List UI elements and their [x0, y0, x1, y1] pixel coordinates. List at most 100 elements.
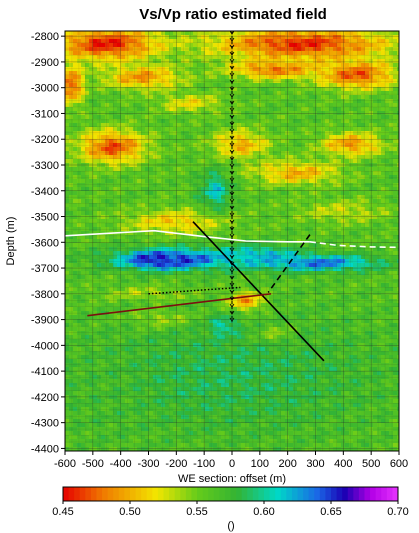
colorbar-cell [118, 487, 125, 501]
well-marker [229, 226, 235, 231]
well-marker [229, 107, 235, 112]
y-tick-label: -3800 [31, 289, 59, 301]
colorbar-label: () [227, 520, 234, 532]
well-marker [229, 156, 235, 161]
x-tick-label: -300 [137, 458, 159, 470]
colorbar-cell [124, 487, 131, 501]
colorbar-cell [264, 487, 270, 501]
colorbar-cell [280, 487, 287, 501]
x-tick-label: -600 [54, 458, 76, 470]
colorbar-cell [213, 487, 220, 501]
well-marker [229, 205, 235, 210]
colorbar-cell [303, 487, 310, 501]
y-tick-label: -4300 [31, 418, 59, 430]
overlay-line-dashed [309, 241, 399, 249]
well-marker [229, 37, 235, 42]
colorbar-cell [152, 487, 159, 501]
overlay-line-solid [87, 293, 272, 317]
well-marker [229, 44, 235, 49]
x-tick-label: 100 [251, 458, 269, 470]
overlay-line-solid [65, 229, 310, 243]
well-marker [229, 65, 235, 70]
colorbar-cell [275, 487, 282, 501]
y-tick-label: -3400 [31, 186, 59, 198]
x-tick-label: 400 [334, 458, 352, 470]
overlay-line-solid [192, 221, 325, 362]
x-tick-label: 0 [229, 458, 235, 470]
colorbar-cell [157, 487, 164, 501]
well-marker [229, 191, 235, 196]
colorbar-cell [347, 487, 354, 501]
well-marker [229, 184, 235, 189]
colorbar-cell [297, 487, 304, 501]
colorbar-cell [113, 487, 120, 501]
x-tick-label: -200 [165, 458, 187, 470]
colorbar [62, 486, 399, 502]
y-tick-label: -2800 [31, 31, 59, 43]
well-marker [229, 72, 235, 77]
colorbar-cell [141, 487, 148, 501]
colorbar-cell [269, 487, 276, 501]
well-marker [229, 289, 235, 294]
well-marker [229, 282, 235, 287]
x-axis-ticks: -600 -500 -400 -300 -200 -100 0 100 200 300 400 500… [54, 451, 408, 470]
colorbar-cell [185, 487, 192, 501]
well-marker [229, 268, 235, 273]
well-marker [229, 198, 235, 203]
x-tick-label: -500 [82, 458, 104, 470]
colorbar-cell [331, 487, 337, 501]
colorbar-cell [79, 487, 86, 501]
colorbar-cell [230, 487, 237, 501]
well-marker [229, 149, 235, 154]
colorbar-tick-label: 0.55 [186, 506, 207, 518]
colorbar-cell [392, 487, 399, 501]
well-marker [229, 86, 235, 91]
well-marker [229, 233, 235, 238]
well-marker [229, 135, 235, 140]
chart-title: Vs/Vp ratio estimated field [139, 6, 327, 23]
x-tick-label: 600 [390, 458, 408, 470]
well-marker [229, 114, 235, 119]
colorbar-tick-label: 0.45 [52, 506, 73, 518]
well-marker [229, 79, 235, 84]
well-marker [229, 317, 235, 322]
colorbar-cell [236, 487, 243, 501]
colorbar-cell [241, 487, 248, 501]
x-tick-label: 300 [306, 458, 324, 470]
colorbar-cell [375, 487, 382, 501]
well-marker [229, 310, 235, 315]
colorbar-cell [107, 487, 114, 501]
colorbar-cell [258, 487, 265, 501]
colorbar-cell [381, 487, 388, 501]
colorbar-cell [146, 487, 153, 501]
colorbar-cell [291, 487, 298, 501]
x-tick-label: 200 [278, 458, 296, 470]
colorbar-cell [96, 487, 103, 501]
colorbar-cell [90, 487, 97, 501]
overlay-lines [65, 31, 399, 362]
colorbar-cell [163, 487, 170, 501]
y-tick-label: -3300 [31, 160, 59, 172]
y-tick-label: -4200 [31, 392, 59, 404]
colorbar-cell [370, 487, 377, 501]
well-marker [229, 254, 235, 259]
well-marker [229, 247, 235, 252]
y-tick-label: -3600 [31, 237, 59, 249]
colorbar-cell [224, 487, 231, 501]
y-axis-label: Depth (m) [5, 217, 17, 266]
colorbar-cell [219, 487, 226, 501]
colorbar-cell [85, 487, 92, 501]
overlay-line-dashed [267, 234, 311, 293]
y-tick-label: -3500 [31, 212, 59, 224]
well-marker [229, 163, 235, 168]
colorbar-cell [68, 487, 75, 501]
well-marker [229, 219, 235, 224]
x-axis-label: WE section: offset (m) [178, 473, 286, 485]
well-marker [229, 93, 235, 98]
colorbar-cell [325, 487, 332, 501]
colorbar-frame [62, 486, 399, 502]
well-marker [229, 142, 235, 147]
colorbar-cell [364, 487, 371, 501]
colorbar-cell [202, 487, 209, 501]
colorbar-tick-label: 0.65 [320, 506, 341, 518]
